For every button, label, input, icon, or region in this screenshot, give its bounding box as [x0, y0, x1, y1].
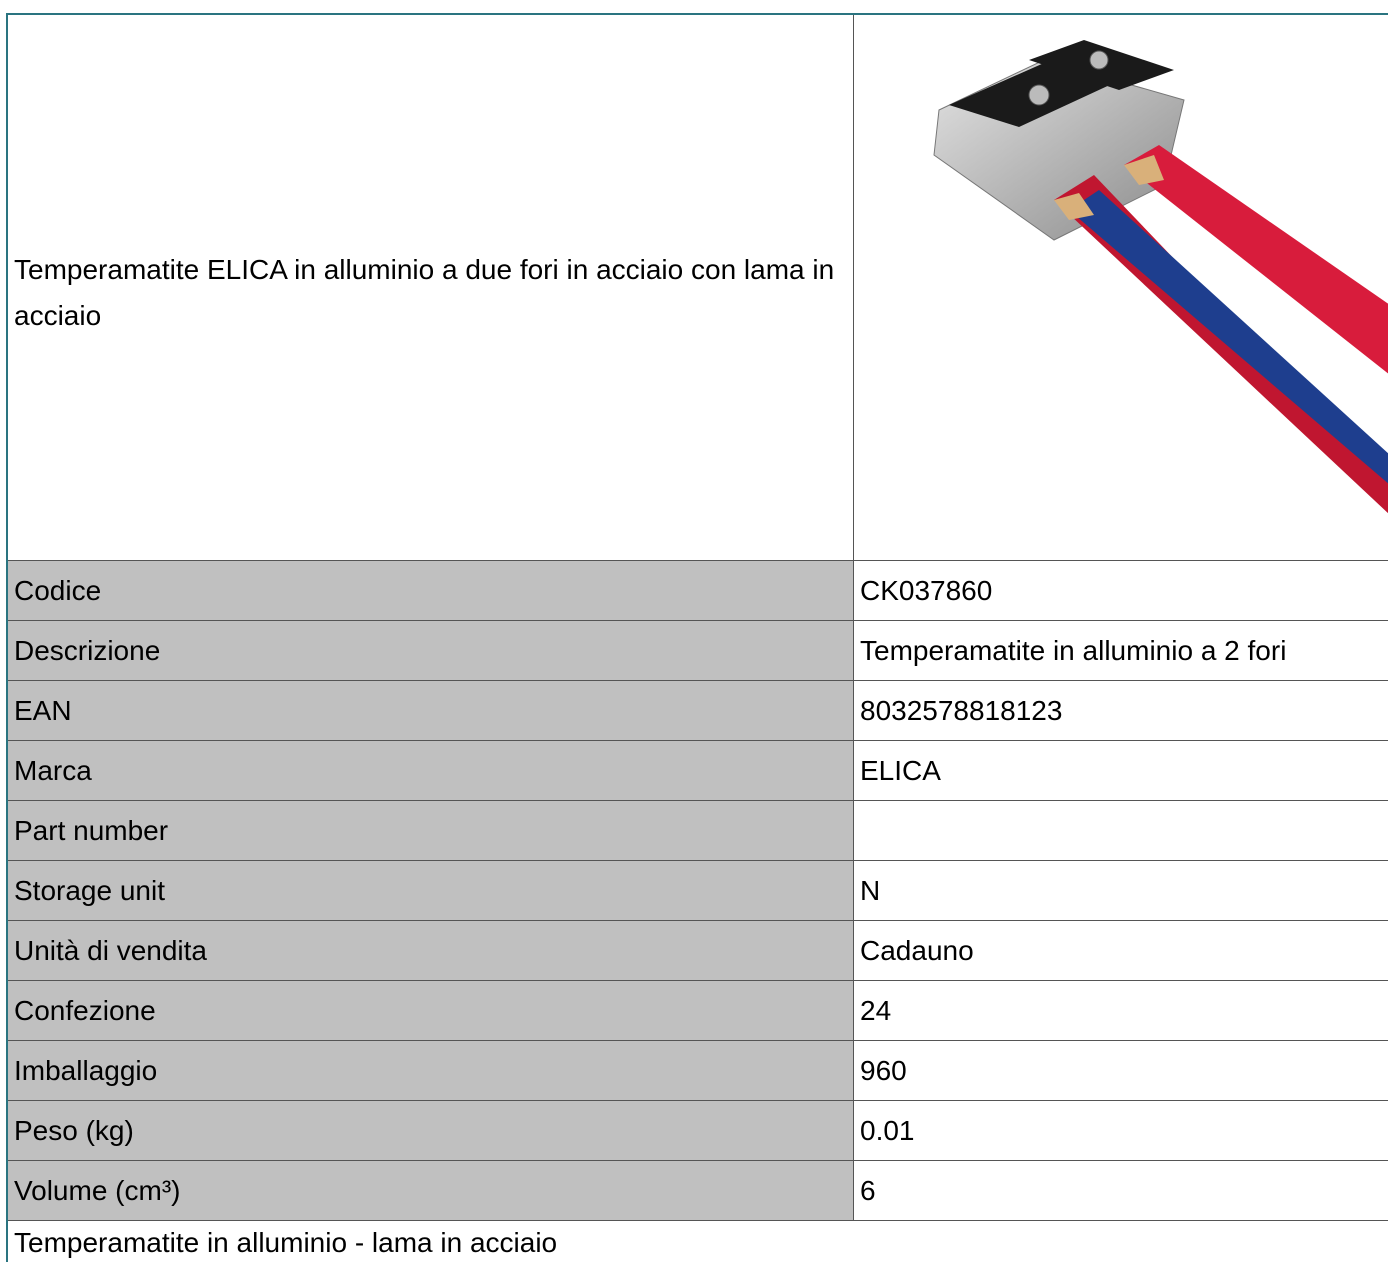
- spec-label: Imballaggio: [8, 1041, 854, 1101]
- spec-label: Descrizione: [8, 621, 854, 681]
- spec-label: EAN: [8, 681, 854, 741]
- spec-value: N: [854, 861, 1388, 921]
- spec-value: 960: [854, 1041, 1388, 1101]
- spec-value: 8032578818123: [854, 681, 1388, 741]
- spec-label: Volume (cm³): [8, 1161, 854, 1221]
- spec-label: Peso (kg): [8, 1101, 854, 1161]
- spec-value: Cadauno: [854, 921, 1388, 981]
- spec-label: Marca: [8, 741, 854, 801]
- spec-value: 24: [854, 981, 1388, 1041]
- spec-value: 6: [854, 1161, 1388, 1221]
- spec-label: Codice: [8, 561, 854, 621]
- spec-label: Storage unit: [8, 861, 854, 921]
- spec-value: ELICA: [854, 741, 1388, 801]
- spec-value: CK037860: [854, 561, 1388, 621]
- spec-value: [854, 801, 1388, 861]
- spec-label: Unità di vendita: [8, 921, 854, 981]
- spec-label: Part number: [8, 801, 854, 861]
- spec-label: Confezione: [8, 981, 854, 1041]
- spec-value: 0.01: [854, 1101, 1388, 1161]
- product-sheet: Temperamatite ELICA in alluminio a due f…: [6, 13, 1388, 1262]
- footer-note: Temperamatite in alluminio - lama in acc…: [14, 1227, 558, 1258]
- product-image: [854, 15, 1388, 561]
- sharpener-illustration: [933, 39, 1388, 513]
- product-title: Temperamatite ELICA in alluminio a due f…: [8, 15, 854, 561]
- spec-value: Temperamatite in alluminio a 2 fori: [854, 621, 1388, 681]
